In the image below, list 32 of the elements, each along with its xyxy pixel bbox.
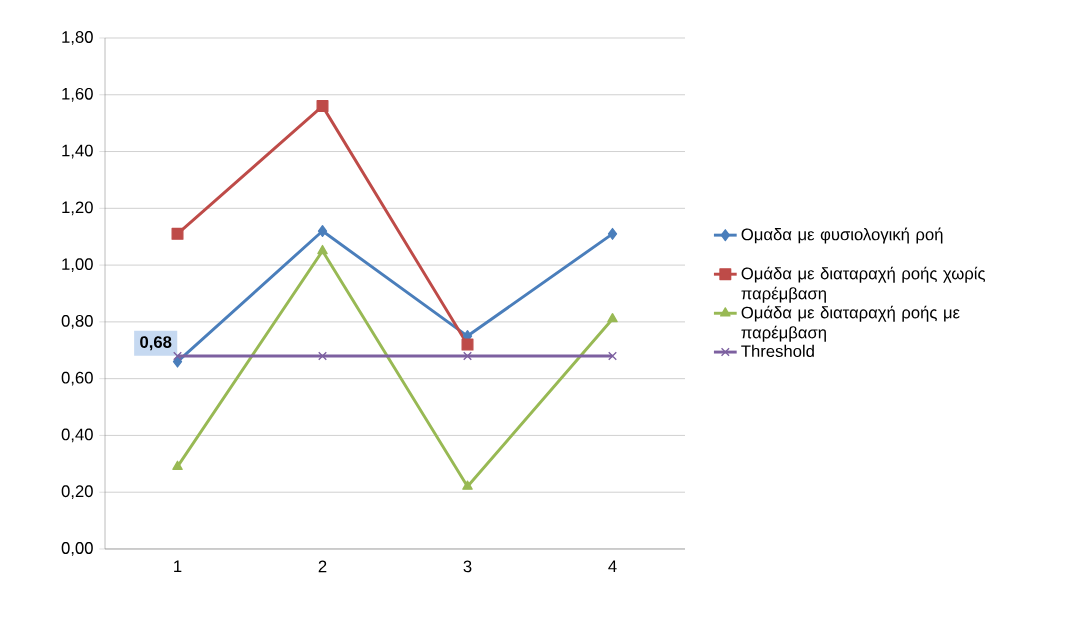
point bbox=[317, 225, 328, 238]
x-tick-label: 4 bbox=[608, 560, 617, 572]
point bbox=[463, 351, 472, 361]
point bbox=[173, 351, 182, 361]
y-tick-label: 0,00 bbox=[61, 542, 93, 556]
legend-label: Threshold bbox=[741, 344, 814, 358]
y-tick-label: 1,20 bbox=[62, 201, 93, 216]
point bbox=[608, 351, 617, 361]
point bbox=[462, 480, 473, 490]
legend-label: Ομάδα με διαταραχή ροής με παρέμβαση bbox=[741, 305, 960, 342]
data-label: 0,68 bbox=[140, 336, 172, 351]
y-tick-label: 0,20 bbox=[61, 485, 93, 500]
y-tick-label: 0,40 bbox=[61, 428, 93, 443]
point bbox=[607, 227, 618, 240]
legend-label: Ομάδα με διαταραχή ροής χωρίς παρέμβαση bbox=[741, 266, 986, 303]
y-tick-label: 1,00 bbox=[62, 258, 93, 272]
y-tick-label: 1,40 bbox=[62, 144, 93, 159]
y-tick-label: 1,60 bbox=[62, 87, 93, 102]
point bbox=[316, 100, 329, 113]
point bbox=[317, 244, 328, 255]
y-tick-label: 0,60 bbox=[61, 371, 93, 386]
point bbox=[607, 313, 618, 323]
point bbox=[461, 338, 474, 351]
x-tick-label: 2 bbox=[318, 560, 327, 573]
point bbox=[171, 227, 184, 240]
y-tick-label: 0,80 bbox=[61, 315, 93, 329]
legend-label: Ομαδα με φυσιολογική ροή bbox=[741, 227, 943, 244]
x-tick-label: 3 bbox=[463, 560, 472, 573]
point bbox=[318, 351, 327, 361]
x-tick-label: 1 bbox=[174, 560, 182, 572]
point bbox=[172, 460, 183, 470]
y-tick-label: 1,80 bbox=[62, 31, 93, 45]
